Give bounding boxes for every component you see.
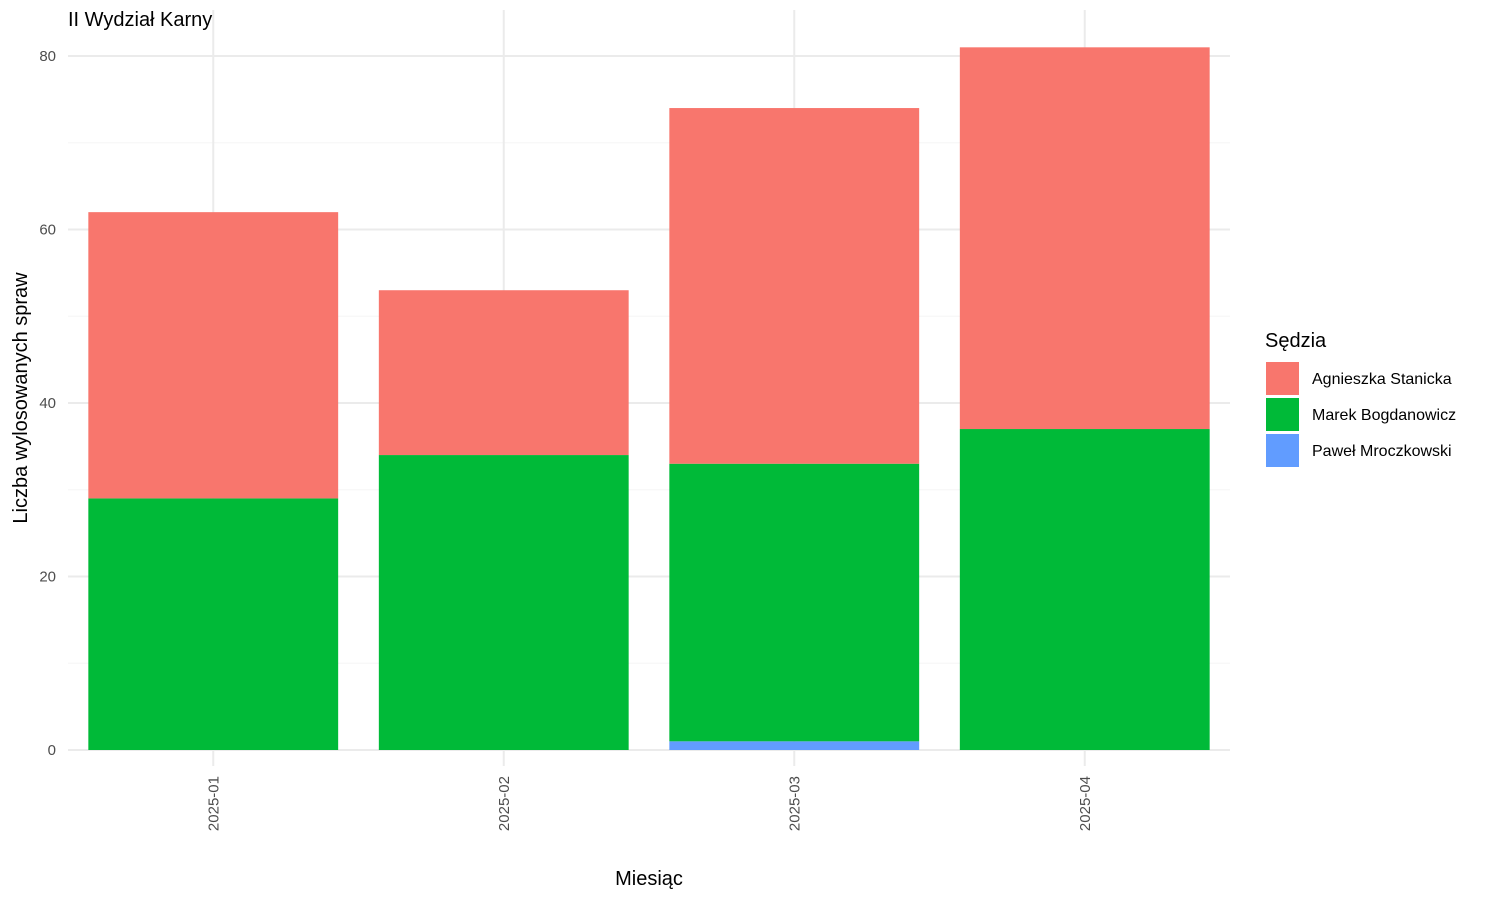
y-tick-label: 60 <box>39 222 56 239</box>
bar-segment-marek-bogdanowicz-2025-03 <box>669 463 920 742</box>
bar-layer <box>88 47 1210 750</box>
bar-segment-marek-bogdanowicz-2025-04 <box>959 429 1210 750</box>
legend-swatch <box>1266 434 1299 467</box>
legend: Sędzia Agnieszka Stanicka Marek Bogdanowi… <box>1265 330 1456 467</box>
bar-segment-marek-bogdanowicz-2025-02 <box>378 455 629 750</box>
y-tick-label: 20 <box>39 569 56 586</box>
x-tick-label: 2025-02 <box>496 776 513 831</box>
bar-segment-marek-bogdanowicz-2025-01 <box>88 498 339 750</box>
bar-segment-agnieszka-stanicka-2025-01 <box>88 212 339 499</box>
bar-segment-pawe-mroczkowski-2025-03 <box>669 741 920 750</box>
legend-title: Sędzia <box>1265 330 1327 352</box>
legend-label: Marek Bogdanowicz <box>1312 407 1456 424</box>
legend-label: Agnieszka Stanicka <box>1312 371 1452 388</box>
legend-swatch <box>1266 362 1299 395</box>
bar-segment-agnieszka-stanicka-2025-03 <box>669 108 920 464</box>
y-tick-label: 80 <box>39 48 56 65</box>
legend-swatch <box>1266 398 1299 431</box>
x-tick-label: 2025-03 <box>786 776 803 831</box>
chart-title: II Wydział Karny <box>68 9 212 31</box>
y-tick-label: 40 <box>39 395 56 412</box>
x-axis-title: Miesiąc <box>615 868 683 890</box>
bar-segment-agnieszka-stanicka-2025-02 <box>378 290 629 456</box>
y-tick-label: 0 <box>48 742 56 759</box>
legend-label: Paweł Mroczkowski <box>1312 443 1452 460</box>
y-axis-title: Liczba wylosowanych spraw <box>10 272 32 524</box>
axis-layer: 0 20 40 60 80 2025-01 2025-02 2025-03 2025-04 <box>39 48 1093 831</box>
x-tick-label: 2025-04 <box>1077 776 1094 831</box>
bar-segment-agnieszka-stanicka-2025-04 <box>959 47 1210 430</box>
x-tick-label: 2025-01 <box>205 776 222 831</box>
